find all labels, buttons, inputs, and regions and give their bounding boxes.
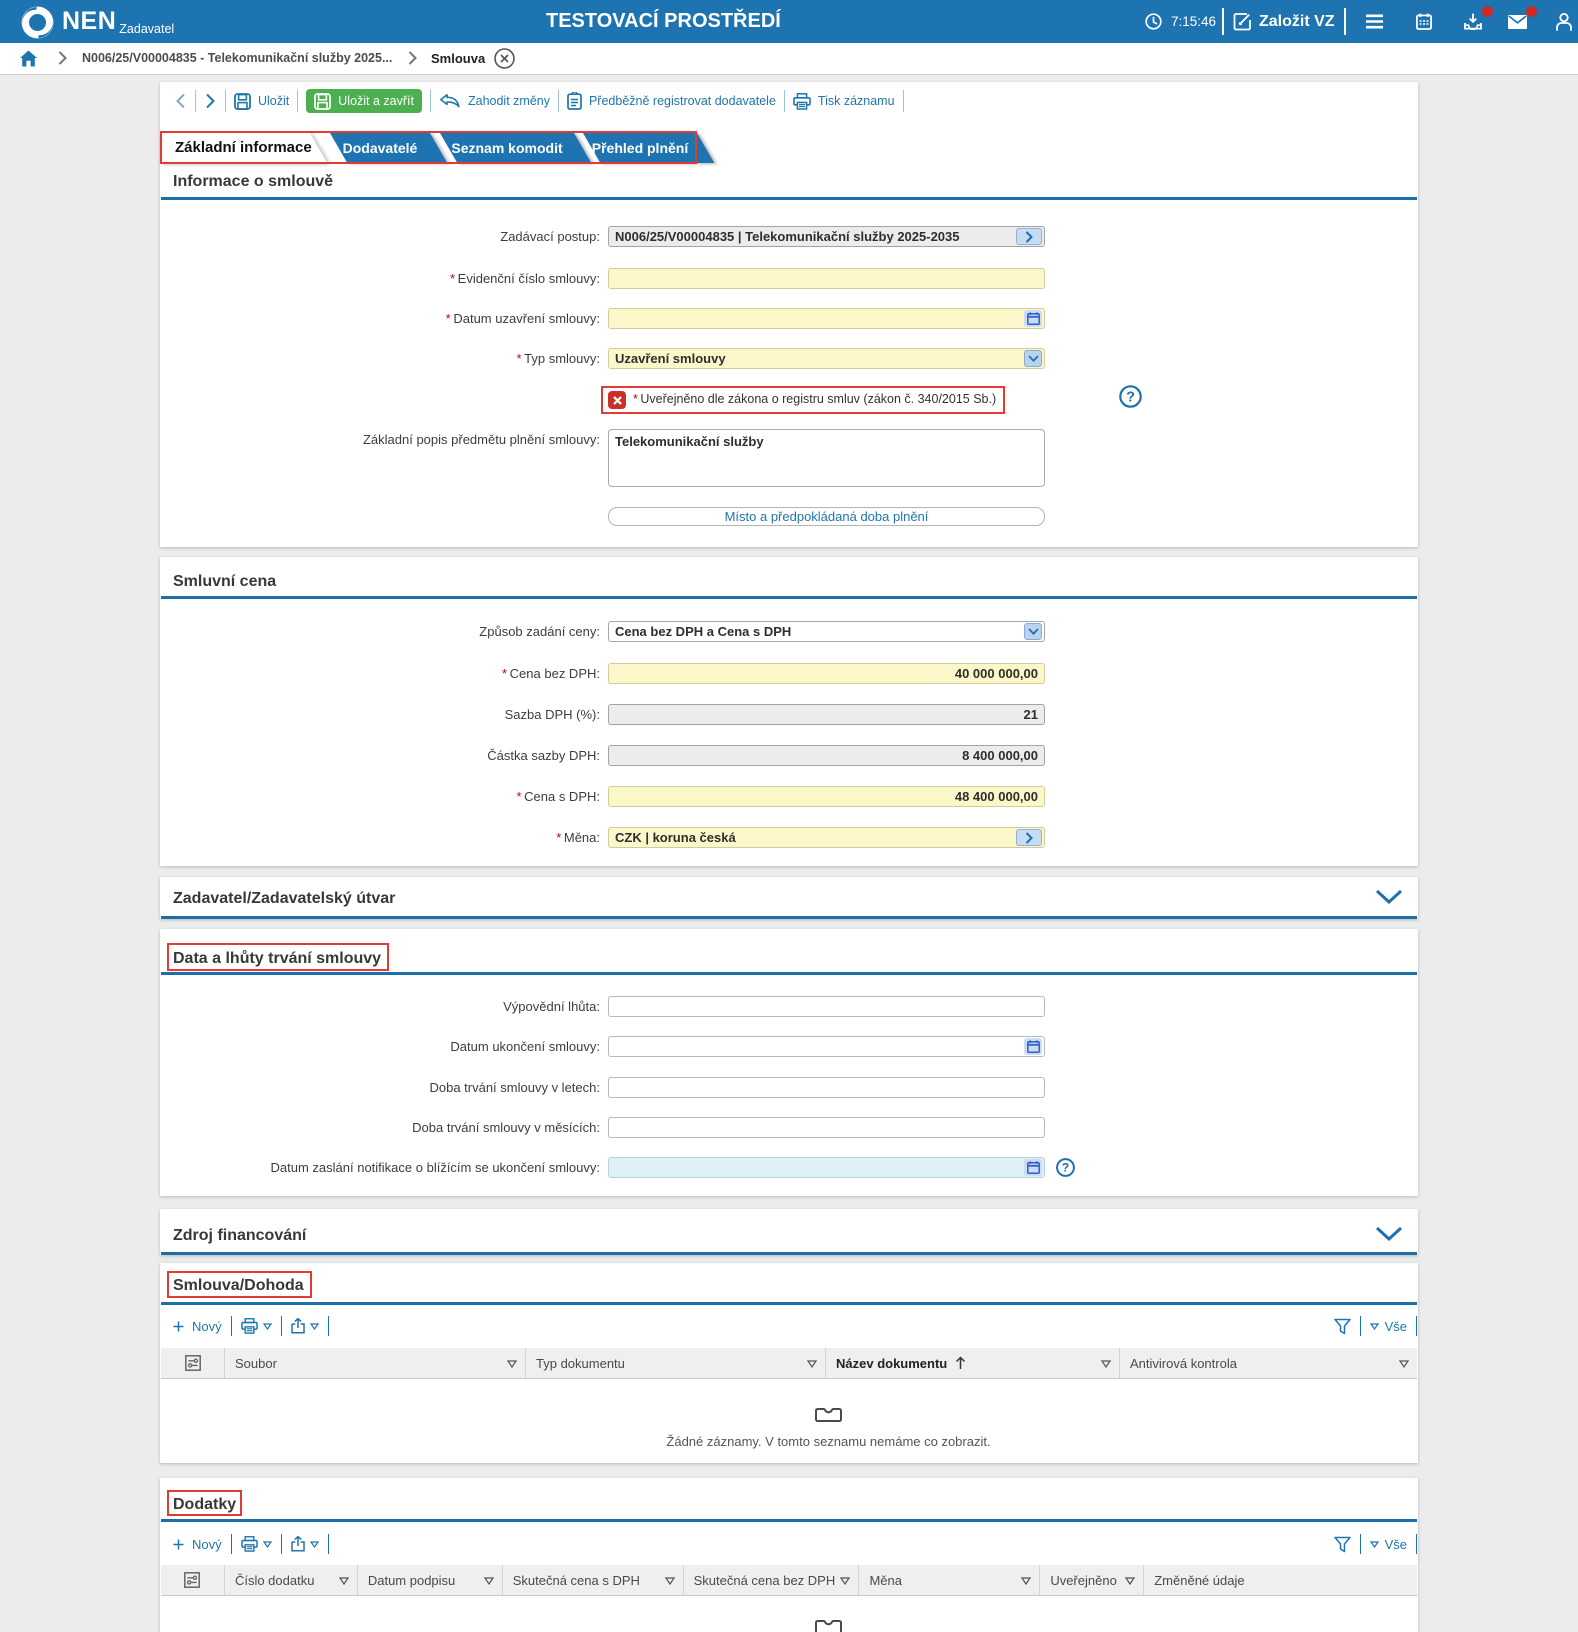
svg-text:?: ? [1062, 1161, 1069, 1175]
svg-text:?: ? [1126, 390, 1135, 406]
